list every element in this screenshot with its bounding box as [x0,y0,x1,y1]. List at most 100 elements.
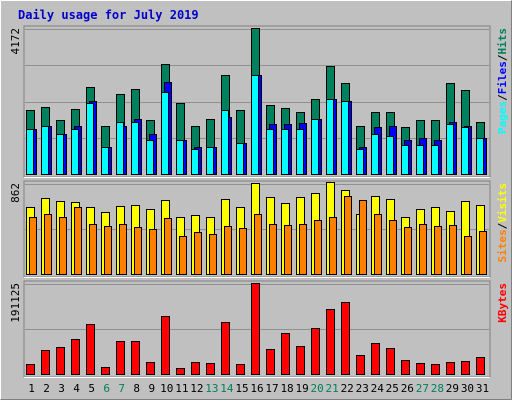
x-tick-label-day-24: 24 [371,382,385,395]
x-tick-label-day-2: 2 [43,382,50,395]
x-tick-label-day-30: 30 [461,382,474,395]
series-pages [26,75,484,175]
bar-kbytes-day-21 [326,309,335,375]
bar-sites-day-11 [179,236,187,275]
bar-pages-day-12 [191,149,199,175]
panel-legend: Sites/Visits [496,183,509,263]
panel-legend: KBytes [496,283,509,323]
bar-pages-day-30 [461,127,469,175]
bar-sites-day-1 [29,217,37,275]
bar-pages-day-4 [71,129,79,175]
bar-sites-day-6 [104,226,112,275]
bar-kbytes-day-13 [206,363,215,375]
panel-max-label: 191125 [9,283,22,323]
series-sites [29,196,487,275]
legend-entry: Pages [496,101,509,134]
bar-pages-day-21 [326,99,334,175]
bar-pages-day-15 [236,143,244,175]
bar-sites-day-3 [59,217,67,275]
bar-sites-day-29 [449,225,457,275]
bar-sites-day-12 [194,232,202,275]
bar-sites-day-13 [209,234,217,275]
bar-pages-day-16 [251,75,259,175]
x-tick-label-day-5: 5 [88,382,95,395]
legend-entry: KBytes [496,283,509,323]
legend-entry: Visits [496,183,509,223]
x-tick-label-day-29: 29 [446,382,459,395]
x-tick-label-day-8: 8 [133,382,140,395]
bar-kbytes-day-26 [401,360,410,375]
x-tick-label-day-28: 28 [431,382,444,395]
panels-group: 4172Pages/Files/Hits862Sites/Visits19112… [9,25,509,378]
bar-sites-day-31 [479,231,487,275]
bar-sites-day-18 [284,225,292,275]
x-tick-label-day-3: 3 [58,382,65,395]
bar-sites-day-28 [434,226,442,275]
x-tick-label-day-6: 6 [103,382,110,395]
chart-title: Daily usage for July 2019 [18,8,199,22]
bar-pages-day-11 [176,140,184,175]
bar-pages-day-7 [116,122,124,175]
bar-kbytes-day-20 [311,328,320,375]
bar-kbytes-day-2 [41,350,50,375]
bar-kbytes-day-16 [251,283,260,375]
bar-kbytes-day-9 [146,362,155,375]
bar-kbytes-day-3 [56,347,65,375]
x-tick-label-day-26: 26 [401,382,414,395]
bar-kbytes-day-22 [341,302,350,375]
bar-pages-day-10 [161,92,169,175]
x-tick-label-day-19: 19 [295,382,308,395]
panel-visits-sites: 862 Sites/Visits [9,180,509,278]
bar-sites-day-14 [224,226,232,275]
bar-sites-day-8 [134,227,142,275]
bar-kbytes-day-25 [386,348,395,375]
bar-pages-day-25 [386,136,394,175]
bar-pages-day-3 [56,134,64,175]
bar-kbytes-day-6 [101,367,110,375]
x-tick-label-day-14: 14 [220,382,234,395]
bar-sites-day-5 [89,224,97,275]
legend-entry: / [496,54,509,61]
x-tick-label-day-18: 18 [280,382,293,395]
panel-kbytes: 191125 KBytes [9,280,509,378]
bar-kbytes-day-17 [266,349,275,375]
panel-max-label: 862 [9,183,22,203]
x-tick-label-day-22: 22 [341,382,354,395]
bar-kbytes-day-28 [431,364,440,375]
x-tick-label-day-15: 15 [235,382,248,395]
bar-pages-day-26 [401,145,409,175]
bar-pages-day-23 [356,149,364,175]
bar-kbytes-day-30 [461,361,470,375]
bar-sites-day-27 [419,224,427,275]
bar-kbytes-day-15 [236,364,245,375]
bar-kbytes-day-11 [176,368,185,375]
bar-sites-day-16 [254,214,262,275]
bar-sites-day-9 [149,229,157,275]
bar-pages-day-24 [371,134,379,175]
x-tick-label-day-25: 25 [386,382,399,395]
x-tick-label-day-17: 17 [265,382,278,395]
bar-sites-day-15 [239,228,247,275]
bar-pages-day-27 [416,145,424,175]
bar-kbytes-day-18 [281,333,290,375]
bar-kbytes-day-23 [356,355,365,375]
bar-pages-day-19 [296,129,304,175]
bar-pages-day-31 [476,138,484,175]
bar-sites-day-19 [299,224,307,275]
legend-entry: Sites [496,229,509,262]
bar-pages-day-5 [86,103,94,175]
bar-kbytes-day-7 [116,341,125,375]
bar-pages-day-20 [311,119,319,175]
bar-pages-day-18 [281,129,289,175]
bar-kbytes-day-14 [221,322,230,375]
legend-entry: / [496,94,509,101]
bar-sites-day-21 [329,217,337,275]
bar-kbytes-day-24 [371,343,380,375]
bar-kbytes-day-8 [131,341,140,375]
bar-kbytes-day-29 [446,362,455,375]
x-tick-label-day-11: 11 [175,382,188,395]
bar-pages-day-13 [206,147,214,175]
